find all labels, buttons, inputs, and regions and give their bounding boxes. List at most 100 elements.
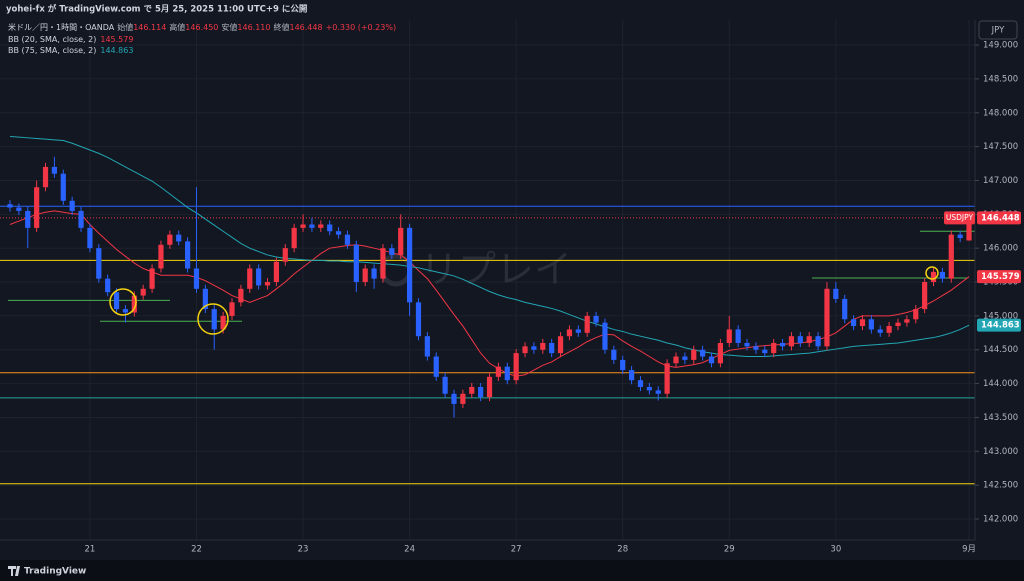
candle-body <box>42 166 49 188</box>
candle-body <box>282 248 288 262</box>
candle-body <box>87 227 93 249</box>
currency: JPY <box>991 26 1005 36</box>
bb75-line <box>9 135 970 358</box>
y-tick-label: 147.000 <box>983 176 1018 186</box>
candle-body <box>700 349 706 357</box>
candle-body <box>824 288 830 347</box>
footer-brand: TradingView <box>24 567 86 577</box>
candle-body <box>806 336 812 343</box>
candle-body <box>185 241 191 269</box>
price-tags: USDJPY 146.448 145.579 144.863 <box>944 211 1021 332</box>
candle-body <box>460 393 466 404</box>
change: +0.330 (+0.23%) <box>326 23 397 32</box>
high-value: 146.450 <box>185 23 218 32</box>
symbol-tag-box <box>944 211 975 225</box>
published-note: yohei-fx が TradingView.com で 5月 25, 2025… <box>6 4 307 15</box>
y-tick-label: 148.000 <box>983 108 1018 118</box>
candle-body <box>531 346 537 350</box>
candle-body <box>344 234 351 245</box>
candle-body <box>415 302 422 337</box>
candle-body <box>939 271 945 279</box>
y-tick-label: 144.500 <box>983 345 1018 355</box>
candle-body <box>762 349 768 354</box>
y-tick-label: 145.000 <box>983 311 1018 321</box>
candle-body <box>424 336 430 357</box>
candle-body <box>566 329 573 337</box>
candle-body <box>140 288 146 296</box>
y-tick-label: 143.500 <box>983 413 1018 423</box>
candle-body <box>593 315 599 323</box>
candle-body <box>629 370 635 381</box>
candle-body <box>717 342 723 364</box>
close-value: 146.448 <box>289 23 322 32</box>
candle-body <box>602 322 608 350</box>
candle-body <box>584 315 590 333</box>
candle-body <box>646 386 652 391</box>
candle-body <box>389 248 395 255</box>
low-value: 146.110 <box>237 23 270 32</box>
bb75-tag-label: 144.863 <box>981 321 1020 331</box>
candle-body <box>522 346 528 354</box>
watermark: リプレイ <box>420 248 572 292</box>
last-price-tag-label: 146.448 <box>981 213 1020 223</box>
open-label: 始値 <box>117 22 133 32</box>
candle-body <box>193 268 200 289</box>
candle-body <box>318 224 324 228</box>
footer-bar <box>0 560 1024 581</box>
candle-body <box>362 268 368 283</box>
candle-body <box>176 234 182 242</box>
candle-body <box>264 282 271 286</box>
candle-body <box>726 329 732 343</box>
candle-body <box>842 298 848 320</box>
candle-body <box>868 319 874 330</box>
candle-body <box>60 173 66 201</box>
candle-body <box>202 288 208 310</box>
candle-body <box>797 336 803 343</box>
y-tick-label: 147.500 <box>983 142 1018 152</box>
candle-body <box>655 390 661 394</box>
candle-body <box>966 217 972 241</box>
y-tick-label: 143.000 <box>983 447 1018 457</box>
candle-body <box>913 309 919 320</box>
candle-body <box>557 336 564 354</box>
candle-body <box>211 309 217 330</box>
candle-body <box>486 376 493 398</box>
candle-body <box>753 346 759 350</box>
candle-body <box>238 288 244 303</box>
y-tick-label: 142.000 <box>983 515 1018 525</box>
symbol-tag: USDJPY <box>946 213 974 222</box>
candle-body <box>815 336 821 347</box>
bb20-name: BB (20, SMA, close, 2) <box>8 35 96 44</box>
candle-body <box>708 356 715 364</box>
bb75-value: 144.863 <box>100 46 133 55</box>
footer-logo <box>8 566 20 576</box>
candle-body <box>398 227 404 255</box>
candle-body <box>691 349 697 360</box>
candle-body <box>611 349 617 360</box>
candle-body <box>78 210 84 228</box>
candle-body <box>851 319 857 327</box>
bb20-tag-box <box>977 270 1021 284</box>
candle-body <box>779 342 786 347</box>
candle-body <box>300 224 306 228</box>
candle-body <box>744 342 750 347</box>
candle-body <box>105 278 111 293</box>
low-label: 安値 <box>221 22 237 32</box>
candle-body <box>877 329 883 333</box>
candle-body <box>113 292 120 310</box>
candle-body <box>149 268 155 289</box>
candle-body <box>380 248 386 279</box>
candle-body <box>122 309 129 313</box>
x-tick-label: 24 <box>404 545 415 555</box>
candle-body <box>895 322 901 327</box>
annotations <box>109 266 939 335</box>
candle-body <box>167 234 173 245</box>
candle-body <box>69 200 75 211</box>
legend-bb75: BB (75, SMA, close, 2) 144.863 <box>8 46 133 55</box>
candle-body <box>158 244 164 269</box>
x-tick-label: 23 <box>298 545 309 555</box>
currency-box[interactable] <box>978 20 1018 40</box>
candle-body <box>549 342 555 354</box>
candle-body <box>291 227 297 249</box>
